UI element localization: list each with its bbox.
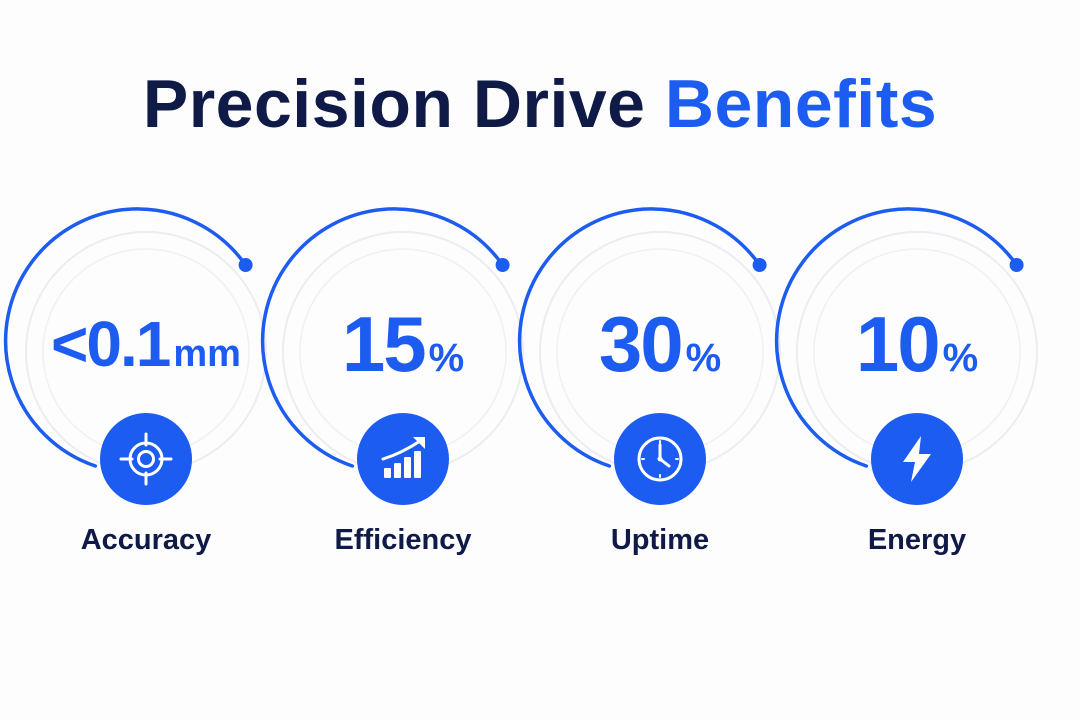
metric-unit: % <box>428 336 465 380</box>
icon-badge <box>614 413 706 505</box>
ring-end-dot <box>495 258 510 272</box>
metric-label: Accuracy <box>80 524 212 556</box>
title-accent: Benefits <box>664 66 938 142</box>
metric-label: Uptime <box>610 524 710 556</box>
icon-badge <box>871 413 963 505</box>
growth-bar-chart-icon <box>381 437 425 478</box>
metric-value: 30% <box>532 302 788 400</box>
metric-card-accuracy: <0.1 mm Accuracy <box>3 207 274 572</box>
metric-number: 15 <box>341 300 427 388</box>
metric-value: 15% <box>275 302 531 400</box>
metric-card-energy: 10% Energy <box>774 207 1045 572</box>
lightning-bolt-icon <box>903 436 931 482</box>
clock-icon <box>637 436 683 482</box>
icon-badge <box>357 413 449 505</box>
metric-unit: mm <box>173 333 241 375</box>
metric-card-uptime: 30% Uptime <box>517 207 788 572</box>
metric-value: <0.1 mm <box>18 302 274 396</box>
ring-end-dot <box>752 258 767 272</box>
metric-number: <0.1 <box>51 308 171 380</box>
metric-label: Energy <box>867 524 967 556</box>
metric-number: 10 <box>855 300 941 388</box>
metric-value: 10% <box>789 302 1045 400</box>
target-crosshair-icon <box>119 432 173 486</box>
title-main: Precision Drive <box>142 66 665 142</box>
metric-card-efficiency: 15% Efficiency <box>260 207 531 572</box>
metric-label: Efficiency <box>334 524 472 556</box>
metric-number: 30 <box>598 300 684 388</box>
ring-end-dot <box>238 258 253 272</box>
icon-badge <box>100 413 192 505</box>
metric-unit: % <box>942 336 979 380</box>
page-title: Precision Drive Benefits <box>0 62 1080 146</box>
metric-unit: % <box>685 336 722 380</box>
ring-end-dot <box>1009 258 1024 272</box>
